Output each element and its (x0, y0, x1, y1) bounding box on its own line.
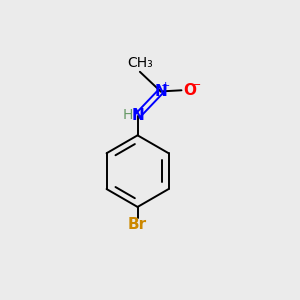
Text: CH₃: CH₃ (127, 56, 153, 70)
Text: H: H (123, 108, 133, 122)
Text: Br: Br (128, 217, 147, 232)
Text: +: + (161, 81, 170, 92)
Text: N: N (154, 84, 167, 99)
Text: N: N (131, 108, 144, 123)
Text: O: O (183, 83, 196, 98)
Text: −: − (192, 80, 201, 90)
